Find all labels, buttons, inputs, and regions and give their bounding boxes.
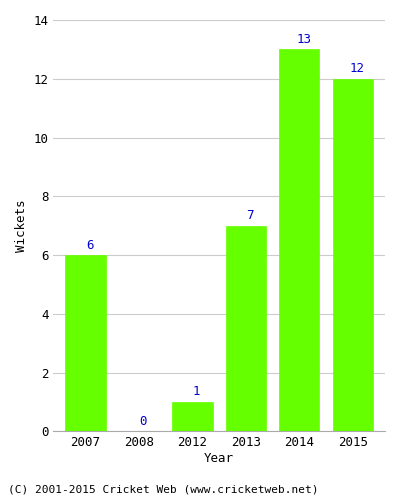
Text: 0: 0 xyxy=(140,415,147,428)
Y-axis label: Wickets: Wickets xyxy=(15,200,28,252)
Text: (C) 2001-2015 Cricket Web (www.cricketweb.net): (C) 2001-2015 Cricket Web (www.cricketwe… xyxy=(8,485,318,495)
Bar xyxy=(226,226,266,432)
Text: 1: 1 xyxy=(193,386,200,398)
Bar xyxy=(172,402,212,432)
Bar xyxy=(66,255,106,432)
Text: 7: 7 xyxy=(246,209,254,222)
Bar xyxy=(333,79,373,432)
Bar xyxy=(279,50,320,432)
Text: 12: 12 xyxy=(350,62,365,75)
Text: 6: 6 xyxy=(86,238,94,252)
X-axis label: Year: Year xyxy=(204,452,234,465)
Text: 13: 13 xyxy=(296,33,311,46)
